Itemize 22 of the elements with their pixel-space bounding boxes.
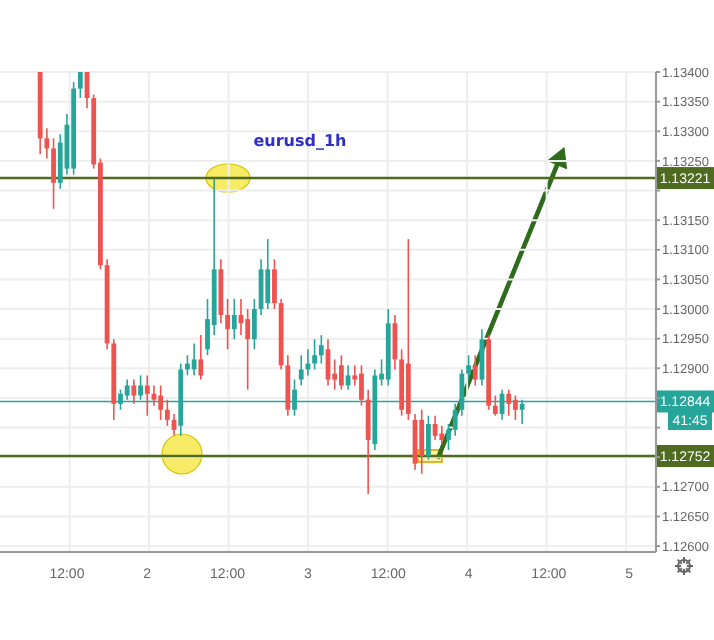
candlestick xyxy=(318,334,324,365)
candlestick xyxy=(144,374,150,417)
candlestick xyxy=(265,238,271,310)
text: eurusd_1h xyxy=(253,132,348,150)
candlestick xyxy=(419,408,425,475)
candlestick xyxy=(198,334,204,381)
candlestick xyxy=(231,298,237,341)
candlestick xyxy=(158,384,164,421)
candlestick xyxy=(506,388,512,417)
candlestick xyxy=(426,414,431,461)
candlestick xyxy=(432,414,438,441)
candlestick xyxy=(312,338,318,371)
candlestick xyxy=(298,354,304,387)
candlestick xyxy=(472,354,478,387)
candlestick xyxy=(77,72,83,99)
candlestick xyxy=(439,424,445,445)
candlestick xyxy=(131,378,137,405)
candlestick xyxy=(338,354,344,391)
candlestick xyxy=(218,258,224,325)
candlestick xyxy=(513,394,518,421)
candlestick xyxy=(492,394,498,417)
candlestick xyxy=(191,342,197,377)
